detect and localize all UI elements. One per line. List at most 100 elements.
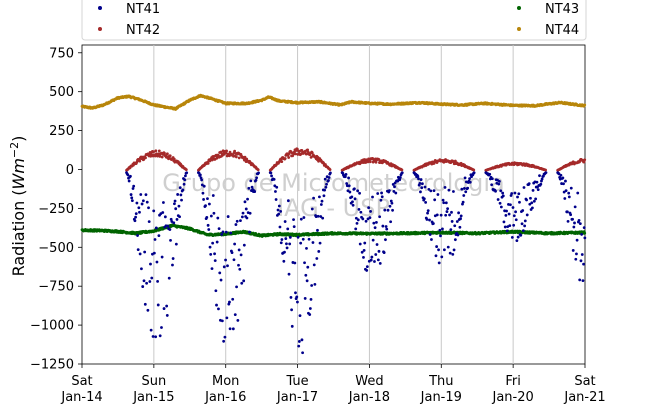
nt41-point (571, 249, 575, 252)
nt41-point (272, 177, 276, 181)
nt41-point (134, 215, 138, 219)
nt41-point (564, 189, 568, 193)
nt41-point (253, 190, 257, 193)
nt41-point (384, 238, 387, 242)
nt41-point (184, 174, 187, 178)
nt41-point (567, 195, 571, 199)
nt41-point (150, 276, 154, 280)
nt41-point (211, 241, 215, 245)
nt41-point (361, 217, 365, 221)
nt41-point (530, 201, 534, 205)
nt41-point (494, 189, 497, 193)
x-tick-label-day: Sat (574, 374, 595, 389)
nt42-point (583, 158, 587, 162)
x-tick-label-date: Jan-14 (60, 390, 102, 405)
y-tick-label: 0 (66, 163, 74, 178)
nt42-point (154, 149, 158, 153)
y-tick-label: 500 (49, 85, 74, 100)
x-tick-label-day: Thu (428, 374, 453, 389)
nt41-point (442, 201, 446, 205)
nt41-point (451, 252, 455, 256)
nt41-point (459, 217, 462, 221)
nt41-point (508, 224, 512, 227)
nt41-point (386, 208, 390, 212)
nt41-point (499, 189, 503, 193)
nt41-point (371, 238, 375, 242)
nt41-point (319, 203, 323, 206)
nt41-point (136, 234, 139, 237)
legend-label-nt44: NT44 (545, 23, 579, 38)
nt41-point (269, 171, 273, 175)
nt41-point (310, 284, 314, 287)
nt42-point (237, 156, 241, 160)
nt41-point (455, 220, 459, 223)
nt41-point (343, 175, 347, 179)
nt41-point (240, 281, 244, 285)
nt41-point (353, 187, 356, 191)
nt41-point (347, 184, 351, 188)
nt41-point (521, 209, 525, 212)
nt41-point (233, 313, 237, 316)
nt41-point (309, 298, 313, 301)
nt42-point (472, 168, 476, 172)
nt41-point (372, 221, 376, 225)
nt41-point (388, 204, 392, 208)
nt41-point (147, 206, 150, 210)
nt41-point (390, 201, 394, 205)
legend-label-nt41: NT41 (126, 2, 160, 17)
nt41-point (514, 210, 517, 214)
nt41-point (559, 173, 563, 177)
nt41-point (557, 172, 561, 176)
legend-marker-nt42 (98, 27, 102, 31)
nt41-point (247, 186, 251, 190)
nt41-point (174, 242, 178, 246)
y-tick-label: −250 (38, 202, 74, 217)
nt41-point (185, 171, 189, 175)
nt41-point (235, 219, 239, 223)
x-axis-ticks: SatJan-14SunJan-15MonJan-16TueJan-17WedJ… (60, 364, 606, 405)
nt41-point (463, 176, 467, 180)
nt41-point (356, 189, 360, 193)
nt41-point (255, 176, 259, 180)
nt41-point (392, 189, 396, 193)
nt41-point (383, 208, 387, 212)
y-tick-label: 250 (49, 124, 74, 139)
nt41-point (235, 285, 238, 289)
nt41-point (280, 238, 284, 241)
nt42-point (306, 148, 310, 152)
nt41-point (426, 211, 429, 215)
nt41-point (290, 324, 294, 328)
nt41-point (525, 213, 529, 217)
nt41-point (512, 214, 516, 218)
nt42-point (184, 168, 188, 172)
nt41-point (165, 314, 169, 317)
nt41-point (444, 201, 448, 205)
nt41-point (456, 233, 460, 237)
x-gridlines (153, 45, 514, 364)
nt41-point (580, 233, 584, 236)
nt41-point (213, 259, 217, 263)
nt41-point (329, 171, 332, 175)
nt41-point (167, 276, 171, 280)
nt41-point (179, 193, 183, 197)
nt41-point (391, 208, 394, 212)
nt41-point (209, 253, 213, 256)
nt41-point (321, 216, 325, 220)
nt41-point (582, 226, 586, 230)
nt42-point (225, 149, 228, 153)
nt41-point (378, 261, 382, 265)
nt41-point (575, 252, 578, 256)
nt41-point (282, 259, 286, 263)
nt41-point (510, 235, 514, 239)
nt41-point (237, 263, 240, 267)
nt41-point (359, 210, 363, 214)
nt41-point (234, 223, 238, 226)
nt41-point (420, 182, 424, 186)
nt41-point (440, 255, 444, 259)
nt41-point (441, 198, 445, 202)
nt41-point (158, 334, 162, 338)
nt41-point (217, 227, 221, 231)
nt41-point (207, 228, 211, 231)
nt41-point (139, 193, 143, 196)
nt41-point (202, 184, 206, 188)
